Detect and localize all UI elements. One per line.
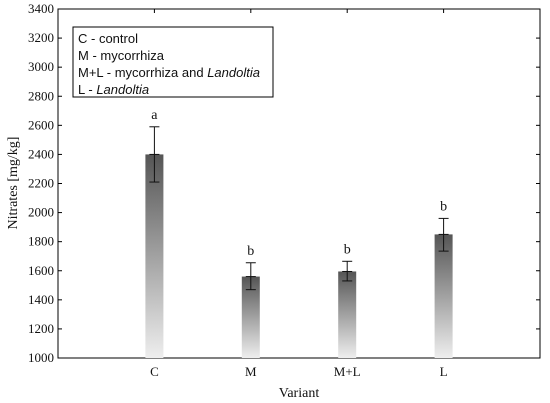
legend-entry: C - control: [78, 31, 138, 46]
y-tick-label: 2400: [28, 146, 54, 161]
y-tick-label: 1000: [28, 350, 54, 365]
y-tick-label: 1200: [28, 321, 54, 336]
bars: a b b b: [145, 108, 453, 358]
y-axis: 1000 1200 1400 1600 1800 2000 2200 2400 2600 2800…: [28, 1, 540, 365]
y-tick-label: 2200: [28, 176, 54, 191]
significance-label: b: [344, 242, 351, 257]
legend-entry: M - mycorrhiza: [78, 48, 165, 63]
legend-entry-segment: Landoltia: [207, 65, 260, 80]
x-tick-label: L: [440, 364, 448, 379]
y-tick-label: 2000: [28, 205, 54, 220]
y-tick-label: 1600: [28, 263, 54, 278]
y-tick-label: 3200: [28, 30, 54, 45]
x-tick-label: M+L: [334, 364, 361, 379]
bar: [145, 154, 164, 358]
y-axis-title: Nitrates [mg/kg]: [6, 137, 21, 230]
y-tick-label: 1800: [28, 234, 54, 249]
x-tick-label: C: [150, 364, 159, 379]
significance-label: b: [440, 199, 447, 214]
x-tick-label: M: [245, 364, 257, 379]
error-bar: [149, 126, 160, 183]
legend-entry-segment: M - mycorrhiza: [78, 48, 165, 63]
legend-entry-segment: C - control: [78, 31, 138, 46]
y-tick-label: 2800: [28, 88, 54, 103]
legend-entry-segment: L -: [78, 82, 96, 97]
legend-entry-segment: Landoltia: [96, 82, 149, 97]
bar: [241, 276, 260, 358]
error-bar: [438, 217, 449, 252]
bar: [338, 271, 357, 358]
legend: C - control M - mycorrhiza M+L - mycorrhiz…: [72, 26, 274, 98]
bar: [434, 234, 453, 358]
y-tick-label: 1400: [28, 292, 54, 307]
significance-label: a: [151, 108, 158, 123]
legend-box: [72, 26, 274, 98]
error-bar: [245, 262, 256, 291]
y-tick-label: 3000: [28, 59, 54, 74]
legend-entry: L - Landoltia: [78, 82, 149, 97]
x-axis: C M M+L L: [150, 9, 448, 379]
y-tick-label: 3400: [28, 1, 54, 16]
y-tick-label: 2600: [28, 117, 54, 132]
legend-entry-segment: M+L - mycorrhiza and: [78, 65, 207, 80]
error-bar: [342, 260, 353, 282]
significance-label: b: [247, 244, 254, 259]
legend-entry: M+L - mycorrhiza and Landoltia: [78, 65, 260, 80]
x-axis-title: Variant: [279, 386, 320, 401]
